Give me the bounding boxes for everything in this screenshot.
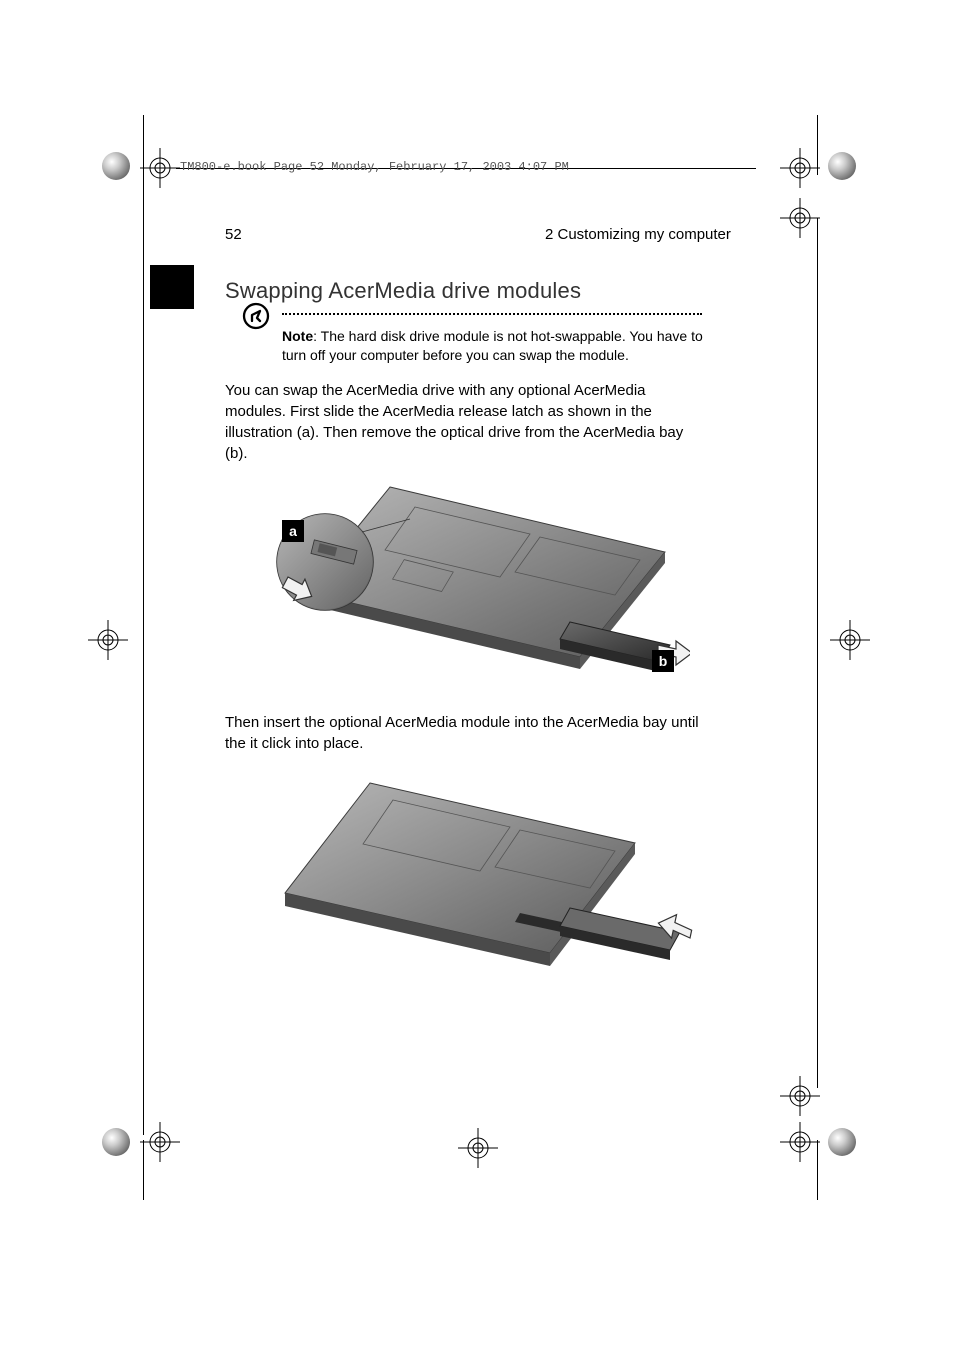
crop-line-tr-v xyxy=(817,115,818,175)
chapter-title: 2 Customizing my computer xyxy=(545,226,731,243)
reg-mark-lower-right xyxy=(780,1076,820,1116)
crop-frame-right xyxy=(817,218,818,1088)
crop-frame-left xyxy=(143,175,144,1135)
section-heading: Swapping AcerMedia drive modules xyxy=(225,278,581,304)
note-text: Note: The hard disk drive module is not … xyxy=(282,327,712,365)
note-dotted-line xyxy=(282,313,702,315)
note-body: : The hard disk drive module is not hot-… xyxy=(282,328,703,363)
note-icon xyxy=(242,302,270,330)
paragraph-2: Then insert the optional AcerMedia modul… xyxy=(225,712,705,754)
reg-mark-mid-left xyxy=(88,620,128,660)
illustration-1 xyxy=(270,467,690,687)
paragraph-1: You can swap the AcerMedia drive with an… xyxy=(225,380,705,464)
sphere-mark-tl xyxy=(102,152,130,180)
illustration-2 xyxy=(265,768,695,978)
crop-line-br-v xyxy=(817,1140,818,1200)
sphere-mark-tr xyxy=(828,152,856,180)
page-number: 52 xyxy=(225,226,242,243)
note-bold-label: Note xyxy=(282,328,313,344)
header-metadata: TM800-e.book Page 52 Monday, February 17… xyxy=(180,160,569,174)
crop-line-tl-v xyxy=(143,115,144,175)
crop-line-bl-v xyxy=(143,1140,144,1200)
reg-mark-bottom-left xyxy=(140,1122,180,1162)
illustration-1-label-b: b xyxy=(652,650,674,672)
reg-mark-bottom-mid xyxy=(458,1128,498,1168)
reg-mark-upper-right xyxy=(780,198,820,238)
reg-mark-top-right xyxy=(780,148,820,188)
reg-mark-bottom-right xyxy=(780,1122,820,1162)
black-tab xyxy=(150,265,194,309)
sphere-mark-bl xyxy=(102,1128,130,1156)
reg-mark-mid-right xyxy=(830,620,870,660)
reg-mark-top-left xyxy=(140,148,180,188)
illustration-1-label-a: a xyxy=(282,520,304,542)
sphere-mark-br xyxy=(828,1128,856,1156)
